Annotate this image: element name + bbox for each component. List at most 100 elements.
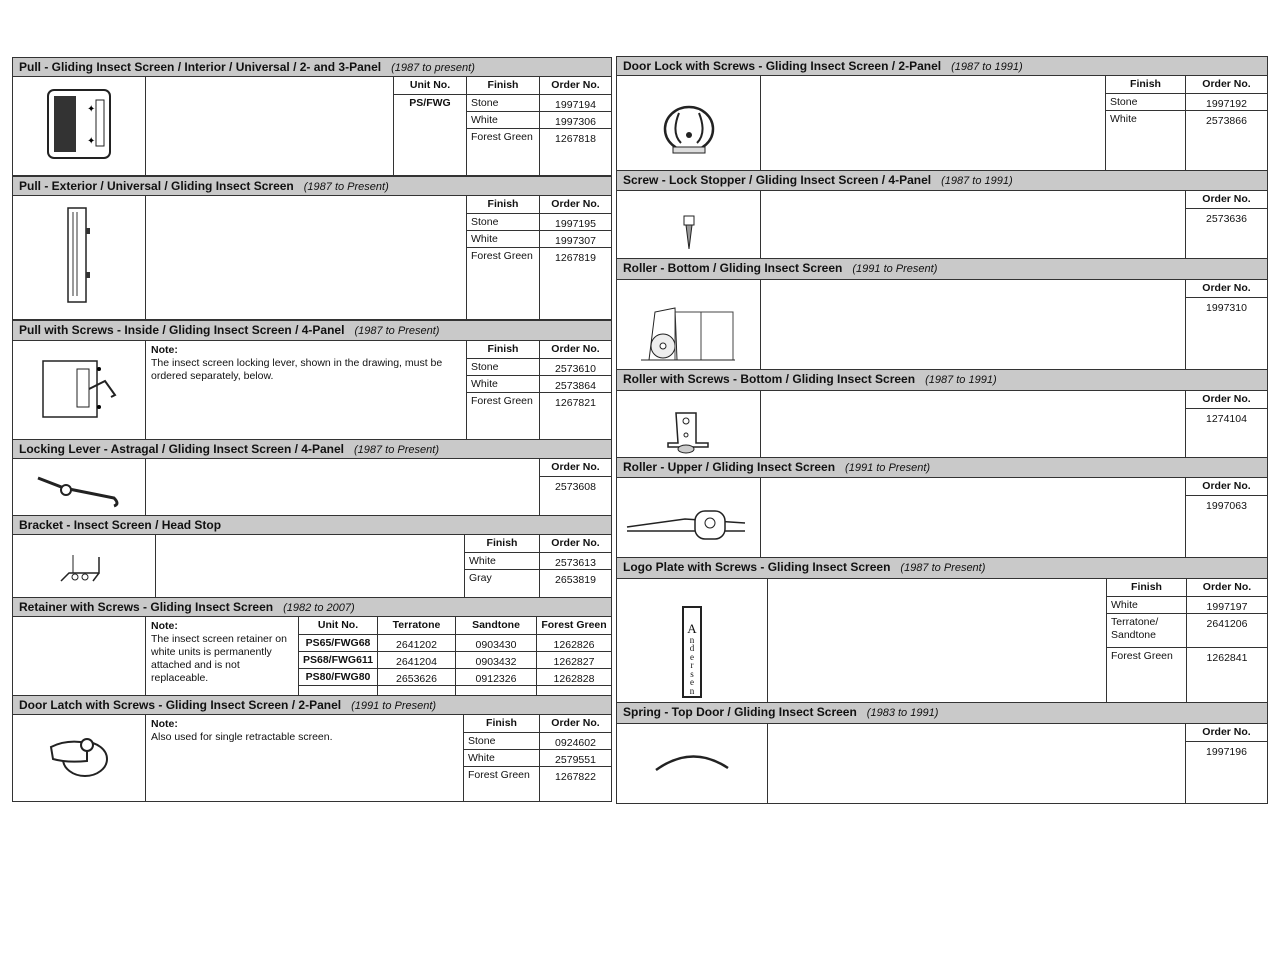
part-image-cell [13,196,146,320]
table-cell: 1262827 [537,652,611,669]
table-cell: 1997195 [540,214,611,231]
catalog-section: Spring - Top Door / Gliding Insect Scree… [616,702,1268,804]
part-image-cell [13,341,146,440]
note-label: Note: [151,344,178,356]
table-cell: 1267822 [555,771,596,783]
table-cell: Gray [469,572,492,584]
section-title: Bracket - Insect Screen / Head Stop [19,518,222,532]
column-header: Finish [464,715,539,733]
parts-table: Order No. 1997196 [1185,724,1267,803]
parts-table: Unit No. PS65/FWG68 PS68/FWG611 PS80/FWG80 T… [298,617,611,705]
section-title: Screw - Lock Stopper / Gliding Insect Sc… [623,173,932,187]
table-cell: 2573864 [540,376,611,393]
part-image-cell [13,459,146,525]
column-header: Sandtone [456,617,536,635]
section-header: Pull - Gliding Insect Screen / Interior … [13,58,611,77]
table-column: Finish Stone White Forest Green [466,341,539,439]
table-cell: 1267821 [555,397,596,409]
table-cell: Forest Green [468,769,530,781]
table-cell: 2573610 [540,359,611,376]
section-header: Logo Plate with Screws - Gliding Insect … [617,558,1267,579]
table-column: Finish Stone White Forest Green [466,77,539,175]
table-column: Unit No. PS/FWG [393,77,466,175]
note-text: Also used for single retractable screen. [151,731,333,743]
section-header: Pull - Exterior / Universal / Gliding In… [13,177,611,196]
table-column: Finish White Terratone/ Sandtone Forest Gre… [1106,579,1186,723]
parts-table: Finish Stone White Forest Green Order No. 092… [463,715,611,801]
table-column: Sandtone 0903430 0903432 0912326 [455,617,536,705]
parts-table: Unit No. PS/FWG Finish Stone White Forest Gre… [393,77,611,175]
part-image-cell [617,280,761,390]
table-cell: Stone [467,359,539,376]
catalog-section: Logo Plate with Screws - Gliding Insect … [616,557,1268,724]
parts-table: Finish White Gray Order No. 2573613 2653819 [464,535,611,607]
section-years: (1987 to 1991) [951,61,1023,73]
table-cell: 2641204 [378,652,455,669]
section-header: Roller with Screws - Bottom / Gliding In… [617,370,1267,391]
parts-table: Order No. 1997310 [1185,280,1267,389]
catalog-section: Roller - Bottom / Gliding Insect Screen (… [616,258,1268,390]
section-header: Screw - Lock Stopper / Gliding Insect Sc… [617,171,1267,191]
column-header: Unit No. [394,77,466,95]
column-header: Order No. [1186,191,1267,209]
svg-text:✦: ✦ [87,104,95,115]
column-header: Unit No. [299,617,377,635]
table-column: Order No. 1997194 1997306 1267818 [539,77,611,175]
table-cell: 0924602 [540,733,611,750]
table-cell: 2579551 [540,750,611,767]
parts-table: Finish Stone White Forest Green Order No. 199… [466,196,611,319]
section-title: Roller - Bottom / Gliding Insect Screen [623,261,843,275]
table-cell: White [465,553,539,570]
section-years: (1987 to Present) [354,325,440,337]
section-years: (1987 to Present) [303,181,389,193]
table-cell: Forest Green [471,250,533,262]
column-header: Terratone [378,617,455,635]
table-cell: 1997306 [540,112,611,129]
catalog-section: Retainer with Screws - Gliding Insect Sc… [12,597,612,706]
catalog-section: Pull with Screws - Inside / Gliding Inse… [12,320,612,440]
table-cell: 1997310 [1206,302,1247,314]
section-title: Pull - Exterior / Universal / Gliding In… [19,179,294,193]
pull-exterior-icon [64,206,94,311]
section-note: Note: The insect screen retainer on white… [146,617,298,688]
table-column: Order No. 1997196 [1185,724,1267,803]
table-column: Finish White Gray [464,535,539,607]
section-header: Spring - Top Door / Gliding Insect Scree… [617,703,1267,724]
spring-icon [652,750,732,779]
table-cell: 1997063 [1206,500,1247,512]
section-years: (1987 to Present) [353,444,439,456]
door-latch-icon [47,733,111,784]
table-column: Unit No. PS65/FWG68 PS68/FWG611 PS80/FWG80 [298,617,377,705]
roller-bottom-icon [639,302,739,369]
section-note: Note: The insect screen locking lever, sh… [146,341,466,386]
table-column: Finish Stone White Forest Green [463,715,539,801]
column-header: Order No. [540,77,611,95]
bracket-icon [59,553,109,590]
table-cell: Stone [1106,94,1185,111]
locking-lever-icon [34,470,124,515]
note-text: The insect screen locking lever, shown i… [151,357,443,382]
column-header: Order No. [1186,76,1267,94]
section-note: Note: Also used for single retractable sc… [146,715,463,747]
section-header: Bracket - Insect Screen / Head Stop [13,516,611,535]
column-header: Finish [1107,579,1186,597]
table-cell [394,129,466,146]
table-cell: 1262828 [537,669,611,686]
door-lock-icon [661,103,717,164]
section-years: (1987 to 1991) [925,374,997,386]
note-label: Note: [151,718,178,730]
table-cell: 1274104 [1206,413,1247,425]
note-label: Note: [151,620,178,632]
table-column: Terratone 2641202 2641204 2653626 [377,617,455,705]
table-cell: White [467,376,539,393]
table-cell: 1997194 [540,95,611,112]
section-title: Roller with Screws - Bottom / Gliding In… [623,372,916,386]
part-image-cell [13,535,156,608]
table-cell: White [464,750,539,767]
svg-text:✦: ✦ [87,136,95,147]
catalog-section: Pull - Exterior / Universal / Gliding In… [12,176,612,320]
table-cell: 1262826 [537,635,611,652]
column-header: Order No. [540,535,611,553]
catalog-section: Locking Lever - Astragal / Gliding Insec… [12,439,612,525]
